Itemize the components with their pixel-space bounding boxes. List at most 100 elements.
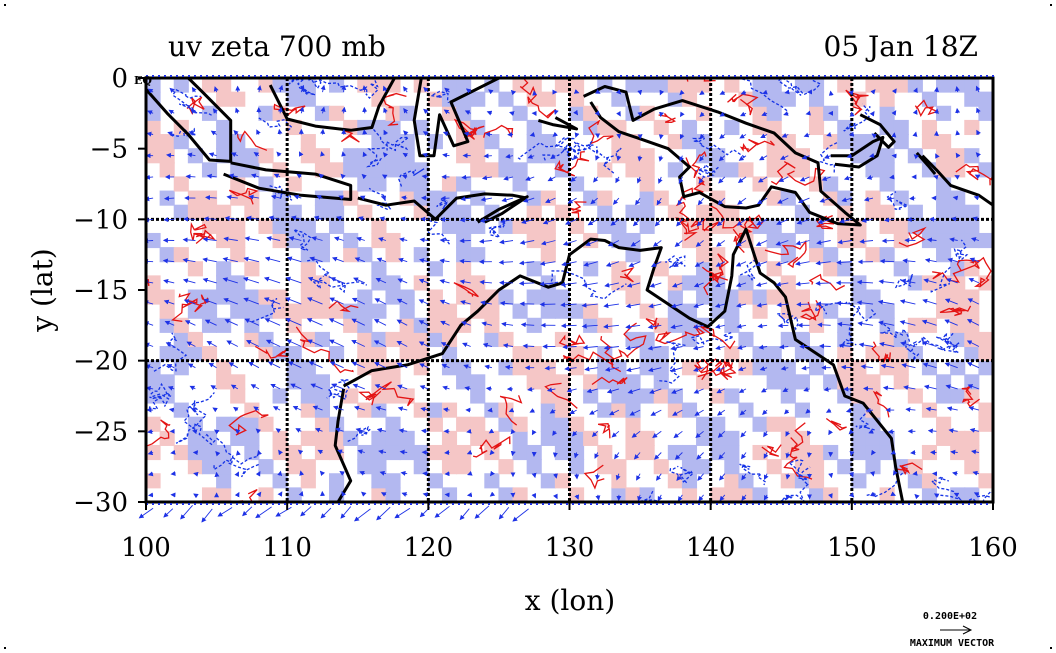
wind-vector <box>775 240 789 246</box>
frame-dot <box>716 503 718 505</box>
frame-dot <box>956 75 958 77</box>
vorticity-cell <box>978 331 993 348</box>
negative-contour <box>739 463 767 486</box>
wind-vector <box>306 318 323 326</box>
wind-vector <box>954 175 960 180</box>
frame-dot <box>188 503 190 505</box>
wind-vector <box>828 429 834 436</box>
wind-vector <box>697 197 704 206</box>
vorticity-cell <box>399 105 415 121</box>
vorticity-cell <box>258 303 274 319</box>
wind-vector <box>400 216 408 222</box>
vorticity-cell <box>173 176 189 192</box>
vorticity-cell <box>385 487 401 502</box>
vorticity-cell <box>583 374 599 390</box>
wind-vector <box>459 217 471 223</box>
vorticity-cell <box>526 119 542 136</box>
frame-dot <box>854 75 856 77</box>
wind-vector <box>208 152 217 158</box>
frame-dot <box>158 75 160 77</box>
wind-vector <box>399 449 408 455</box>
wind-vector <box>250 173 260 179</box>
frame-dot <box>728 503 730 505</box>
vorticity-cell <box>371 275 387 291</box>
wind-vector <box>540 240 556 246</box>
frame-dot <box>908 503 910 505</box>
lesser-sunda-coast <box>357 192 528 221</box>
vorticity-cell <box>696 416 712 432</box>
vorticity-cell <box>357 444 373 461</box>
wind-vector <box>192 429 198 435</box>
wind-vector <box>604 282 619 288</box>
vorticity-cell <box>343 162 359 178</box>
frame-dot <box>212 75 214 77</box>
vorticity-cell <box>865 374 881 390</box>
vorticity-cell <box>187 430 203 446</box>
vorticity-cell <box>978 232 993 249</box>
vorticity-cell <box>146 148 161 164</box>
wind-vector <box>286 339 302 347</box>
frame-dot <box>812 75 814 77</box>
vorticity-cell <box>159 303 175 319</box>
wind-vector <box>208 362 217 369</box>
vorticity-cell <box>244 148 260 164</box>
vorticity-cell <box>766 91 782 107</box>
wind-vector <box>866 174 874 180</box>
vorticity-cell <box>427 473 443 489</box>
vorticity-cell <box>808 473 825 489</box>
wind-vector <box>848 89 854 96</box>
wind-vector <box>819 343 831 349</box>
wind-vector <box>795 261 810 266</box>
wind-vector <box>616 133 622 139</box>
wind-vector <box>679 89 685 96</box>
vorticity-cell <box>583 303 599 319</box>
vorticity-cell <box>653 78 669 93</box>
wind-vector <box>354 257 365 263</box>
frame-dot <box>242 75 244 77</box>
vorticity-cell <box>484 430 500 446</box>
wind-vector <box>256 491 262 498</box>
vorticity-cell <box>540 289 556 305</box>
vorticity-cell <box>597 459 613 475</box>
wind-vector <box>757 323 768 329</box>
vorticity-cell <box>540 430 556 446</box>
frame-dot <box>512 503 514 505</box>
vorticity-cell <box>216 91 232 107</box>
vorticity-cell <box>216 416 232 432</box>
frame-dot <box>356 75 358 77</box>
positive-contour <box>273 103 306 118</box>
wind-vector <box>676 219 683 227</box>
wind-vector <box>951 216 958 222</box>
wind-vector <box>180 505 193 520</box>
wind-vector <box>933 174 939 180</box>
vorticity-cell <box>540 402 556 418</box>
wind-vector <box>204 319 217 326</box>
wind-vector <box>670 367 683 373</box>
wind-vector <box>481 321 493 327</box>
wind-vector <box>972 216 980 222</box>
vorticity-cell <box>216 275 232 291</box>
wind-vector <box>758 344 768 350</box>
vorticity-cell <box>710 289 726 305</box>
frame-dot <box>668 75 670 77</box>
vorticity-cell <box>314 105 331 121</box>
vorticity-cell <box>300 78 316 93</box>
vorticity-cell <box>823 134 839 150</box>
wind-vector <box>719 494 726 502</box>
vorticity-cell <box>766 105 782 121</box>
wind-vector <box>815 280 831 286</box>
vorticity-cell <box>343 430 359 446</box>
vorticity-cell <box>766 232 782 249</box>
vorticity-cell <box>667 275 683 291</box>
wind-vector <box>836 300 852 306</box>
positive-contour <box>808 273 845 291</box>
wind-vector <box>396 362 408 369</box>
australia-coast <box>342 227 905 502</box>
wind-vector <box>719 473 726 481</box>
wind-vector <box>821 176 831 181</box>
vorticity-cell <box>794 289 810 305</box>
wind-vector <box>815 260 831 266</box>
frame-dot <box>794 75 796 77</box>
wind-vector <box>306 297 323 305</box>
wind-vector <box>973 492 980 497</box>
